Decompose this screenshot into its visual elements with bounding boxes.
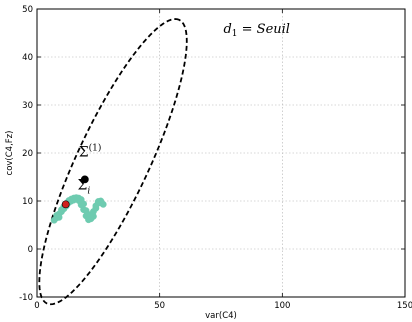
threshold-annotation: d1 = Seuil bbox=[223, 22, 290, 39]
series-marks bbox=[38, 18, 188, 306]
sigma-i-annotation: Σi bbox=[77, 177, 90, 196]
annotation-rest: = Seuil bbox=[238, 22, 290, 37]
x-tick-label: 50 bbox=[154, 301, 165, 311]
sigma-i-point bbox=[80, 175, 89, 184]
scatter-point bbox=[94, 198, 102, 205]
grid-lines bbox=[37, 9, 405, 297]
y-tick-label: -10 bbox=[19, 293, 33, 303]
threshold-ellipse bbox=[38, 18, 188, 306]
y-tick-label: 20 bbox=[22, 149, 33, 159]
annotation-sup: (1) bbox=[89, 142, 102, 153]
y-tick-label: 30 bbox=[22, 101, 33, 111]
x-axis-label: var(C4) bbox=[205, 311, 237, 321]
y-axis-label: cov(C4,Fz) bbox=[5, 131, 15, 176]
y-tick-label: 10 bbox=[22, 197, 33, 207]
x-tick-label: 100 bbox=[274, 301, 290, 311]
sigma-one-annotation: Σ(1) bbox=[79, 142, 102, 160]
scatter-point bbox=[55, 213, 63, 221]
scatter-point bbox=[80, 200, 88, 208]
scatter-point bbox=[90, 212, 97, 220]
annotation-main: d bbox=[223, 22, 231, 37]
x-tick-label: 0 bbox=[34, 301, 39, 311]
y-tick-label: 50 bbox=[22, 5, 33, 15]
y-tick-label: 40 bbox=[22, 53, 33, 63]
y-tick-label: 0 bbox=[28, 245, 33, 255]
red-point bbox=[61, 200, 70, 209]
annotation-main: Σ bbox=[77, 177, 87, 193]
plot-frame bbox=[36, 8, 406, 298]
annotation-main: Σ bbox=[79, 144, 89, 160]
scatter-point bbox=[75, 194, 83, 202]
annotation-sub: i bbox=[87, 186, 90, 196]
annotation-sub: 1 bbox=[232, 29, 238, 39]
scatter-point bbox=[92, 204, 100, 212]
x-tick-label: 150 bbox=[397, 301, 412, 311]
